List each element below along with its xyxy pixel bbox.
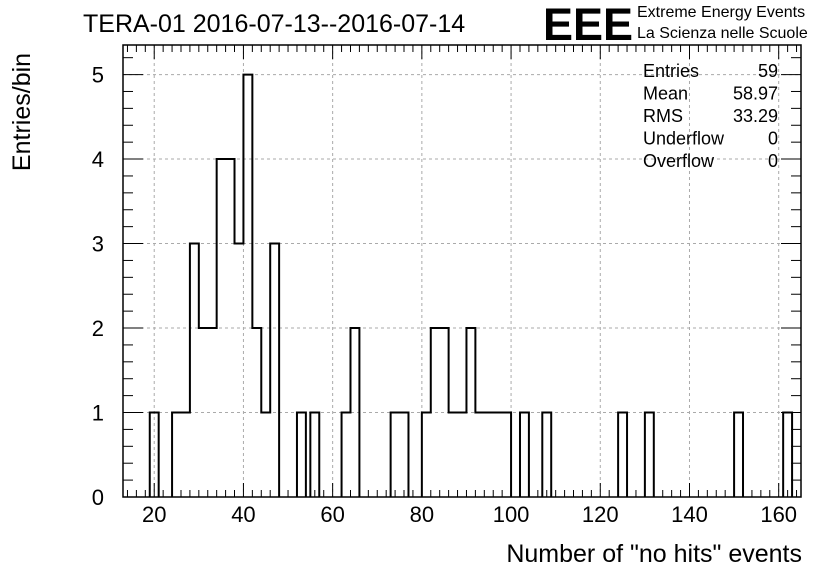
grid-lines (123, 45, 801, 497)
y-tick-label: 5 (92, 63, 104, 88)
x-tick-labels: 20 40 60 80 100 120 140 160 (142, 502, 797, 527)
stats-label: Overflow (643, 151, 715, 171)
stats-value: 59 (758, 61, 778, 81)
stats-value: 0 (768, 129, 778, 149)
y-tick-label: 1 (92, 401, 104, 426)
stats-label: Mean (643, 84, 688, 104)
x-tick-label: 20 (142, 502, 166, 527)
histogram-bin (391, 413, 400, 497)
histogram-bin (520, 413, 529, 497)
histogram-bin (297, 413, 306, 497)
histogram-bin (243, 75, 252, 497)
stats-box: Entries 59 Mean 58.97 RMS 33.29 Underflow 0 Over… (643, 61, 778, 171)
plot-frame (122, 44, 802, 498)
stats-value: 33.29 (733, 106, 778, 126)
x-axis-label: Number of "no hits" events (506, 540, 802, 568)
eee-logo-mark: EEE (543, 0, 633, 50)
histogram-bin (235, 244, 244, 497)
y-tick-label: 2 (92, 316, 104, 341)
histogram-bin (618, 413, 627, 497)
y-tick-label: 0 (92, 485, 104, 510)
eee-logo-line1: Extreme Energy Events (637, 4, 805, 21)
x-tick-label: 140 (671, 502, 708, 527)
histogram-bin (493, 413, 502, 497)
histogram-bin (502, 413, 511, 497)
histogram-outline (148, 73, 794, 497)
histogram-bin (261, 413, 270, 497)
histogram-bin (310, 413, 319, 497)
histogram-bin (734, 413, 743, 497)
stats-value: 0 (768, 151, 778, 171)
histogram-bin (783, 413, 792, 497)
histogram-bin (542, 413, 551, 497)
histogram-bin (181, 413, 190, 497)
stats-label: Entries (643, 61, 699, 81)
y-tick-labels: 0 1 2 3 4 5 (92, 63, 104, 510)
y-axis-label: Entries/bin (8, 53, 36, 171)
x-tick-label: 100 (493, 502, 530, 527)
stats-label: Underflow (643, 129, 725, 149)
eee-logo-line2: La Scienza nelle Scuole (637, 25, 808, 42)
x-tick-label: 160 (760, 502, 797, 527)
x-tick-label: 40 (231, 502, 255, 527)
histogram-bin (270, 244, 279, 497)
histogram-bin (449, 413, 458, 497)
x-tick-label: 60 (320, 502, 344, 527)
eee-logo: EEE Extreme Energy Events La Scienza nel… (543, 0, 808, 50)
x-tick-label: 120 (582, 502, 619, 527)
stats-value: 58.97 (733, 84, 778, 104)
axis-ticks (123, 45, 801, 498)
y-tick-label: 3 (92, 232, 104, 257)
histogram-bin (422, 413, 431, 497)
histogram-bin (190, 244, 199, 497)
histogram-bin (172, 413, 181, 497)
y-tick-label: 4 (92, 147, 104, 172)
histogram-bin (475, 413, 484, 497)
histogram-bin (342, 413, 351, 497)
histogram-bin (484, 413, 493, 497)
histogram-bin (400, 413, 409, 497)
histogram-bin (645, 413, 654, 497)
stats-label: RMS (643, 106, 683, 126)
chart-title: TERA-01 2016-07-13--2016-07-14 (83, 10, 465, 38)
x-tick-label: 80 (410, 502, 434, 527)
histogram-bin (458, 413, 467, 497)
